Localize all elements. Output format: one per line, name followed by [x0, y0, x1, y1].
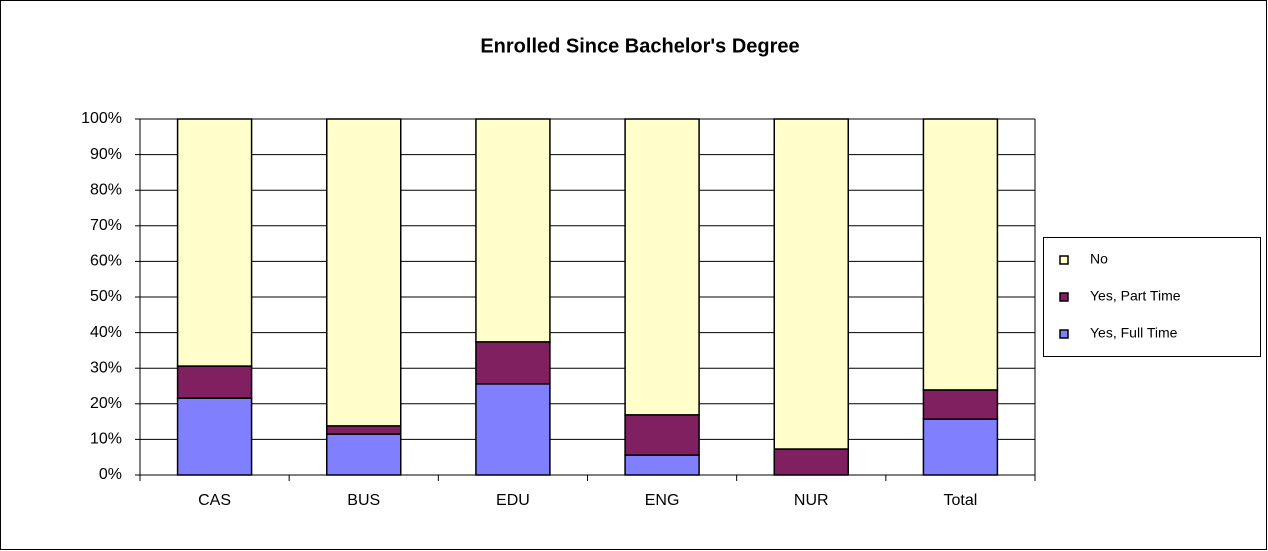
bar-segment [475, 341, 551, 385]
x-tick-label: Total [944, 492, 978, 509]
x-tick-label: NUR [794, 492, 829, 509]
bar-segment [475, 383, 551, 476]
bar-segment [326, 118, 402, 427]
bar-segment [326, 433, 402, 476]
bar-segment [176, 365, 253, 399]
bar-segment [475, 118, 551, 343]
y-tick-label: 80% [90, 181, 122, 198]
bar-segment [922, 418, 999, 476]
y-tick-label: 100% [81, 110, 122, 127]
x-tick-label: ENG [645, 492, 680, 509]
bar-segment [773, 448, 849, 476]
bar-segment [176, 118, 253, 367]
y-tick-label: 40% [90, 324, 122, 341]
y-tick-label: 60% [90, 253, 122, 270]
y-tick-label: 0% [99, 466, 122, 483]
legend-label: No [1090, 251, 1108, 267]
bar-segment [773, 118, 849, 450]
x-tick-label: CAS [198, 492, 231, 509]
legend-label: Yes, Part Time [1090, 288, 1181, 304]
legend-marker [1059, 255, 1069, 265]
y-tick-label: 30% [90, 359, 122, 376]
y-tick-label: 10% [90, 431, 122, 448]
legend-label: Yes, Full Time [1090, 325, 1178, 341]
bar-segment [176, 397, 253, 476]
legend [1043, 237, 1261, 357]
legend-marker [1059, 329, 1069, 339]
bar-segment [624, 414, 700, 456]
y-tick-label: 50% [90, 288, 122, 305]
bar-segment [326, 425, 402, 435]
bar-segment [624, 118, 700, 416]
y-tick-label: 70% [90, 217, 122, 234]
y-tick-label: 90% [90, 146, 122, 163]
x-tick-label: EDU [496, 492, 530, 509]
y-tick-label: 20% [90, 395, 122, 412]
legend-marker [1059, 292, 1069, 302]
bar-segment [922, 389, 999, 420]
chart-title: Enrolled Since Bachelor's Degree [480, 35, 799, 57]
x-tick-label: BUS [347, 492, 380, 509]
bar-segment [624, 454, 700, 476]
bar-segment [922, 118, 999, 391]
